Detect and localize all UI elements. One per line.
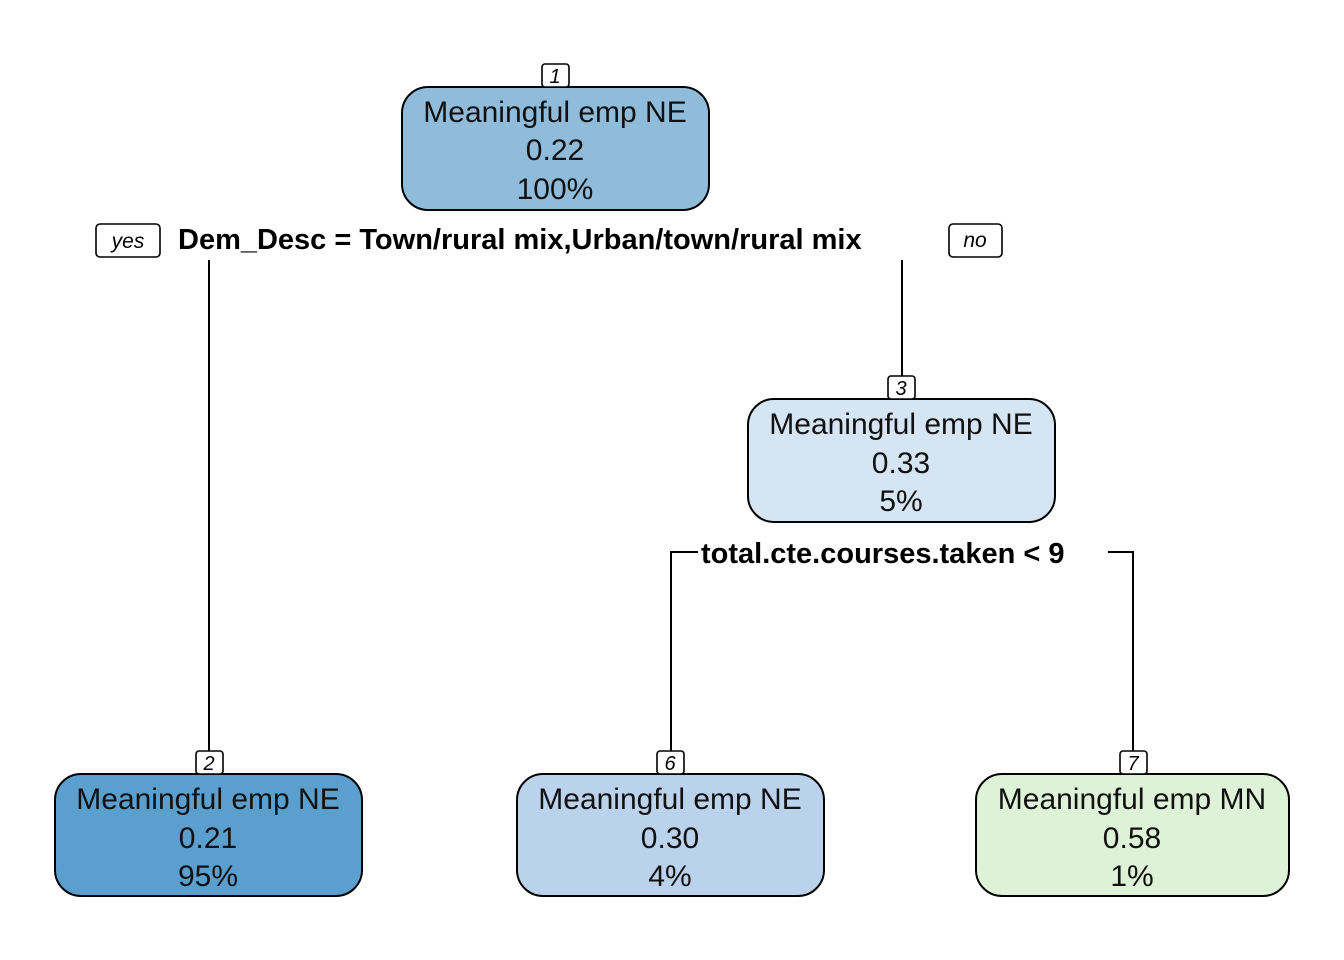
node-6-label: Meaningful emp NE — [538, 783, 801, 816]
node-2-id: 2 — [202, 753, 214, 775]
edge-node3-to-node7 — [1108, 551, 1134, 752]
node-2-id-box — [195, 750, 224, 775]
no-label: no — [963, 229, 987, 252]
tree-node-3: Meaningful emp NE 0.33 5% 3 — [747, 375, 1056, 523]
node-3-id: 3 — [895, 378, 906, 400]
yes-label: yes — [110, 230, 145, 253]
split-1-condition: Dem_Desc = Town/rural mix,Urban/town/rur… — [178, 224, 862, 256]
node-7-id: 7 — [1127, 753, 1139, 775]
node-2-label: Meaningful emp NE — [76, 783, 339, 816]
node-1-percent: 100% — [517, 173, 594, 206]
edge-node3-to-node6 — [670, 551, 698, 752]
split-2-condition: total.cte.courses.taken < 9 — [701, 538, 1064, 570]
split-1: yes Dem_Desc = Town/rural mix,Urban/town… — [95, 223, 1003, 258]
node-1-value: 0.22 — [526, 134, 584, 167]
node-3-id-box — [887, 375, 916, 400]
tree-node-6: Meaningful emp NE 0.30 4% 6 — [516, 750, 825, 897]
node-1-id-box — [541, 63, 570, 88]
node-2-value: 0.21 — [179, 822, 237, 855]
node-6-percent: 4% — [648, 860, 691, 893]
node-6-value: 0.30 — [641, 822, 699, 855]
yes-label-box — [95, 223, 161, 258]
node-1-label: Meaningful emp NE — [423, 96, 686, 129]
node-7-label: Meaningful emp MN — [998, 783, 1266, 816]
node-3-label: Meaningful emp NE — [769, 408, 1032, 441]
node-7-percent: 1% — [1110, 860, 1153, 893]
node-6-id-box — [656, 750, 685, 775]
node-3-percent: 5% — [879, 485, 922, 518]
node-3-value: 0.33 — [872, 447, 930, 480]
tree-node-7: Meaningful emp MN 0.58 1% 7 — [975, 750, 1290, 897]
node-2-percent: 95% — [178, 860, 238, 893]
no-label-box — [948, 223, 1003, 258]
tree-node-1: Meaningful emp NE 0.22 100% 1 — [401, 63, 710, 211]
node-6-id: 6 — [664, 753, 676, 775]
tree-node-2: Meaningful emp NE 0.21 95% 2 — [54, 750, 363, 897]
node-7-id-box — [1119, 750, 1148, 775]
node-7-value: 0.58 — [1103, 822, 1161, 855]
node-1-id: 1 — [549, 66, 560, 88]
